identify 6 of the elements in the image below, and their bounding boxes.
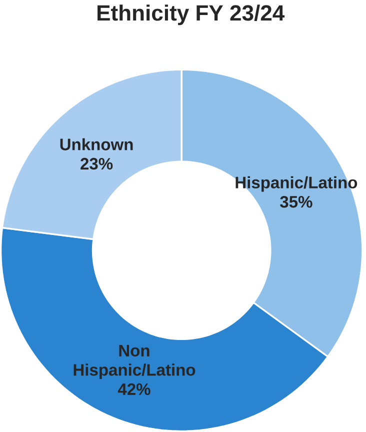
- data-label: 35%: [280, 196, 312, 208]
- chart-title: Ethnicity FY 23/24: [97, 4, 284, 26]
- slice-label: Unknown: [60, 138, 133, 150]
- slice-label: Non Hispanic/Latino: [74, 344, 196, 380]
- data-label: 23%: [80, 158, 113, 170]
- data-label: 42%: [118, 383, 150, 396]
